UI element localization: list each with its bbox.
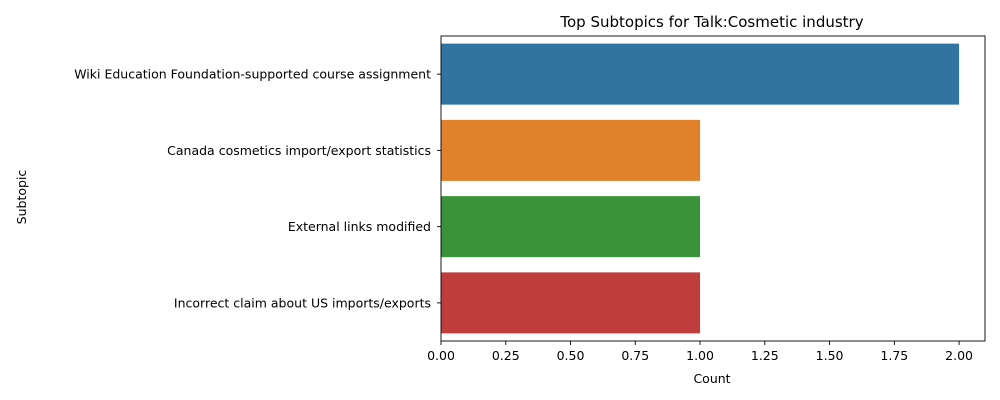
x-tick-label: 1.75 [880, 348, 908, 363]
y-axis-label: Subtopic [14, 170, 29, 225]
chart-title: Top Subtopics for Talk:Cosmetic industry [559, 13, 863, 31]
bars-group [441, 44, 959, 334]
x-tick-label: 1.50 [816, 348, 844, 363]
bar-2 [441, 196, 700, 257]
x-tick-label: 0.50 [557, 348, 585, 363]
y-tick-label: External links modified [288, 219, 431, 234]
x-tick-label: 0.25 [492, 348, 520, 363]
y-tick-labels: Wiki Education Foundation-supported cour… [74, 67, 441, 311]
x-tick-label: 2.00 [945, 348, 973, 363]
x-tick-label: 1.25 [751, 348, 779, 363]
x-ticks: 0.00 0.25 0.50 0.75 1.00 1.25 1.50 1.75 2.00 [427, 341, 973, 363]
x-tick-label: 0.00 [427, 348, 455, 363]
y-tick-label: Canada cosmetics import/export statistic… [167, 143, 431, 158]
y-tick-label: Incorrect claim about US imports/exports [174, 295, 431, 310]
x-tick-label: 1.00 [686, 348, 714, 363]
bar-1 [441, 120, 700, 181]
bar-3 [441, 272, 700, 333]
x-tick-label: 0.75 [621, 348, 649, 363]
bar-0 [441, 44, 959, 105]
y-tick-label: Wiki Education Foundation-supported cour… [74, 67, 431, 82]
x-axis-label: Count [693, 371, 730, 386]
